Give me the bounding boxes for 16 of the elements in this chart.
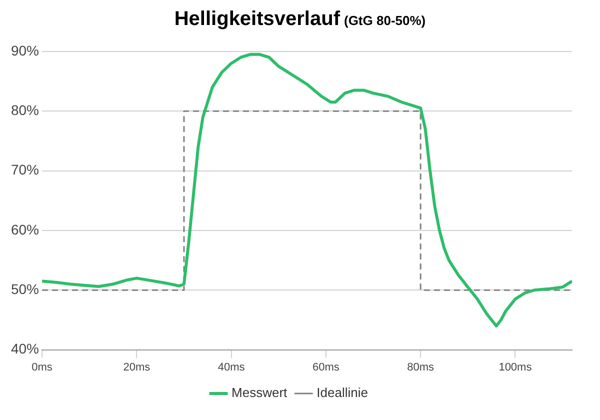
y-tick-label: 80% <box>10 102 40 118</box>
y-tick-label: 90% <box>10 42 40 58</box>
y-tick-label: 70% <box>10 162 40 178</box>
chart-title: Helligkeitsverlauf <box>174 8 340 31</box>
x-tick-label: 60ms <box>312 361 340 374</box>
legend-label: Ideallinie <box>316 385 368 400</box>
x-tick-label: 0ms <box>32 361 53 374</box>
x-tick-label: 40ms <box>218 361 246 374</box>
y-tick-label: 60% <box>10 221 40 238</box>
x-tick-label: 100ms <box>498 361 532 374</box>
y-tick-label: 50% <box>10 280 40 297</box>
y-tick-label: 40% <box>10 340 40 357</box>
x-tick-label: 80ms <box>407 361 435 374</box>
chart-subtitle: (GtG 80-50%) <box>344 13 426 28</box>
x-tick-label: 20ms <box>123 361 151 374</box>
legend-label: Messwert <box>232 385 288 400</box>
